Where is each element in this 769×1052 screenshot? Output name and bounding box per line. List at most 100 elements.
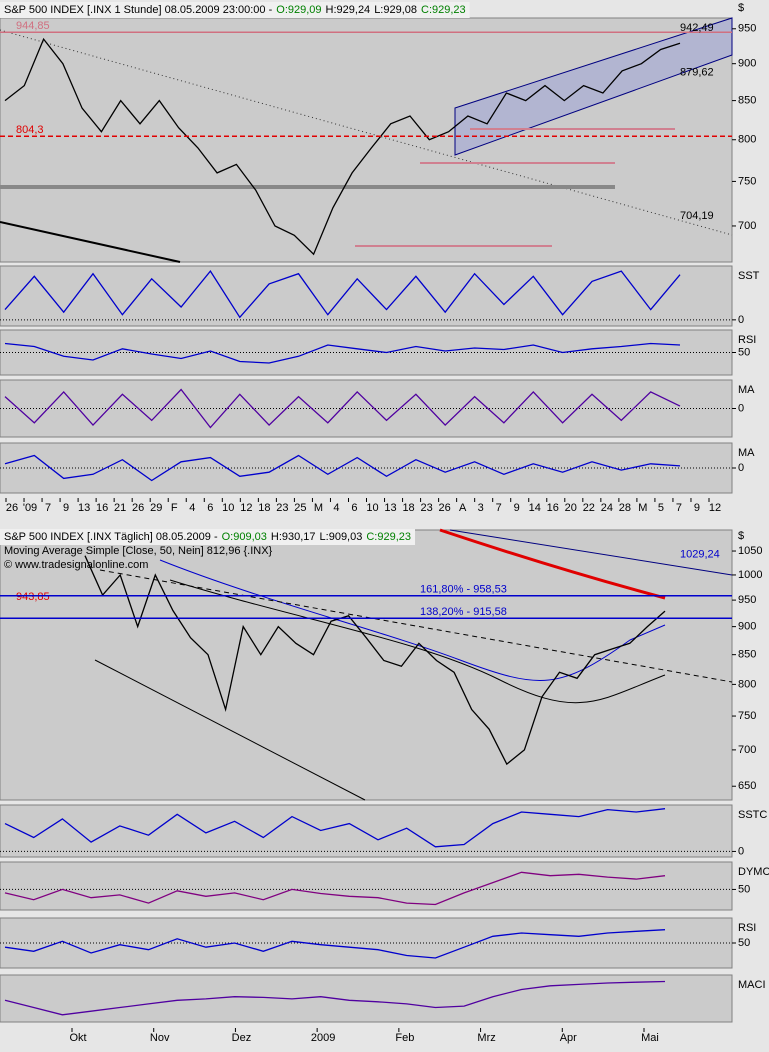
x-tick-label: Feb [395, 1032, 414, 1044]
y-tick-label: 950 [738, 23, 756, 35]
x-tick-label: A [459, 502, 467, 514]
price-line [4, 342, 681, 364]
x-tick-label: 6 [207, 502, 213, 514]
x-tick-label: Dez [232, 1032, 252, 1044]
trend-line [0, 29, 733, 236]
price-line [4, 808, 666, 848]
header-text: C:929,23 [366, 531, 411, 543]
level-label: 804,3 [16, 124, 44, 136]
currency-label: $ [738, 2, 744, 14]
header-text: L:929,08 [374, 4, 417, 16]
x-tick-label: 20 [565, 502, 577, 514]
trend-line [99, 569, 733, 683]
x-tick-label: 25 [294, 502, 306, 514]
y-tick-label: 900 [738, 58, 756, 70]
x-tick-label: 7 [45, 502, 51, 514]
price-line [4, 269, 681, 319]
header-text: O:929,09 [276, 4, 321, 16]
x-tick-label: Mrz [477, 1032, 495, 1044]
x-tick-label: 9 [694, 502, 700, 514]
price-line [4, 929, 666, 959]
subtitle: Moving Average Simple [Close, 50, Nein] … [4, 545, 273, 557]
x-tick-label: 26 [132, 502, 144, 514]
x-tick-label: 6 [351, 502, 357, 514]
x-tick-label: 23 [420, 502, 432, 514]
y-tick-label: 650 [738, 780, 756, 792]
x-tick-label: 7 [496, 502, 502, 514]
x-axis-band [0, 1028, 732, 1048]
y-tick-label: 50 [738, 937, 750, 949]
header-text: S&P 500 INDEX [.INX 1 Stunde] 08.05.2009… [4, 4, 273, 16]
x-tick-label: 16 [547, 502, 559, 514]
y-tick-label: 700 [738, 220, 756, 232]
y-tick-label: 850 [738, 649, 756, 661]
x-tick-label: 21 [114, 502, 126, 514]
x-tick-label: 9 [514, 502, 520, 514]
level-label: 161,80% - 958,53 [420, 584, 507, 596]
y-tick-label: 0 [738, 402, 744, 414]
x-axis-band [0, 498, 732, 518]
trend-channel [454, 17, 733, 156]
trend-line [94, 659, 366, 801]
y-tick-label: 900 [738, 621, 756, 633]
y-tick-label: 700 [738, 744, 756, 756]
panel-label: RSI [738, 922, 756, 934]
x-tick-label: 5 [658, 502, 664, 514]
y-tick-label: 1050 [738, 545, 762, 557]
x-tick-label: F [171, 502, 178, 514]
x-tick-label: M [314, 502, 323, 514]
header-text: H:929,24 [326, 4, 371, 16]
header-text: S&P 500 INDEX [.INX Täglich] 08.05.2009 … [4, 531, 218, 543]
panel [0, 804, 733, 858]
price-line [4, 980, 666, 1016]
x-tick-label: Mai [641, 1032, 659, 1044]
trend-line [449, 529, 733, 576]
x-tick-label: 28 [619, 502, 631, 514]
panel-label: SST [738, 270, 760, 282]
y-tick-label: 800 [738, 134, 756, 146]
level-label: 138,20% - 915,58 [420, 606, 507, 618]
x-tick-label: 3 [478, 502, 484, 514]
header-text: L:909,03 [320, 531, 363, 543]
level-label: 1029,24 [680, 549, 720, 561]
x-tick-label: 14 [529, 502, 541, 514]
currency-label: $ [738, 530, 744, 542]
header-text: H:930,17 [271, 531, 316, 543]
header-bg [0, 529, 416, 545]
y-tick-label: 0 [738, 462, 744, 474]
level-label: 942,49 [680, 22, 714, 34]
panel [0, 861, 733, 911]
y-tick-label: 750 [738, 175, 756, 187]
header-text: O:909,03 [222, 531, 267, 543]
level-label: 704,19 [680, 210, 714, 222]
x-tick-label: 7 [676, 502, 682, 514]
x-tick-label: 4 [333, 502, 339, 514]
x-tick-label: 26 [438, 502, 450, 514]
x-tick-label: 23 [276, 502, 288, 514]
x-tick-label: 18 [258, 502, 270, 514]
panel-label: MA [738, 384, 755, 396]
x-tick-label: 12 [240, 502, 252, 514]
subtitle: © www.tradesignalonline.com [4, 559, 148, 571]
y-tick-label: 0 [738, 845, 744, 857]
price-line [4, 388, 681, 429]
x-tick-label: 24 [601, 502, 613, 514]
x-tick-label: 10 [366, 502, 378, 514]
header-text: C:929,23 [421, 4, 466, 16]
y-tick-label: 850 [738, 95, 756, 107]
panel [0, 529, 733, 801]
moving-average [439, 528, 666, 600]
x-tick-label: 26 [6, 502, 18, 514]
x-tick-label: 13 [78, 502, 90, 514]
decor [0, 17, 733, 801]
x-tick-label: Apr [560, 1032, 577, 1044]
x-tick-label: 4 [189, 502, 195, 514]
price-line [4, 37, 681, 256]
level-label: 943,85 [16, 591, 50, 603]
x-tick-label: 2009 [311, 1032, 335, 1044]
panel-label: DYMC [738, 866, 769, 878]
y-tick-label: 800 [738, 678, 756, 690]
x-tick-label: M [638, 502, 647, 514]
y-tick-label: 0 [738, 314, 744, 326]
x-tick-label: Nov [150, 1032, 170, 1044]
